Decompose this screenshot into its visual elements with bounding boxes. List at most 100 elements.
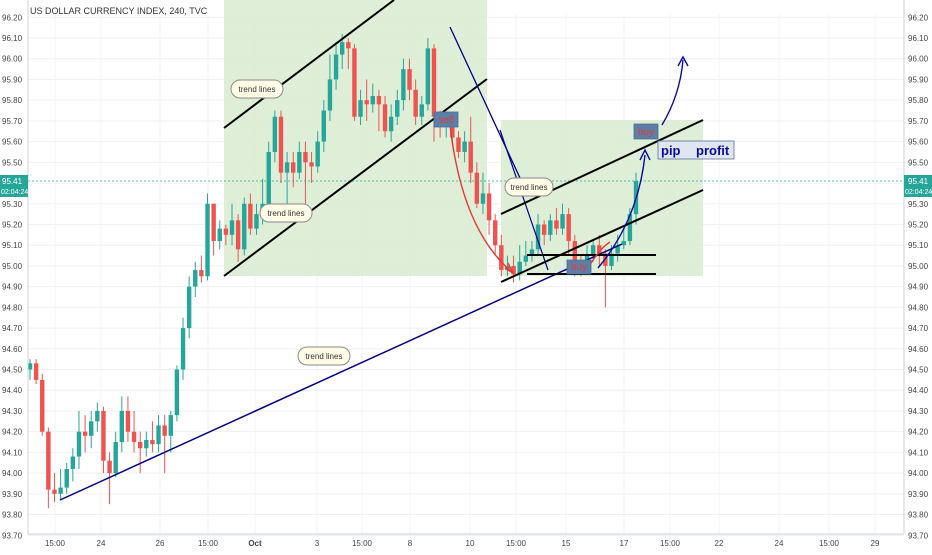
consolidation-upper-line <box>500 119 704 215</box>
candle-body <box>462 141 467 152</box>
y-tick-left: 95.50 <box>2 158 23 167</box>
rising-channel-zone <box>224 0 487 276</box>
y-tick-right: 95.70 <box>908 117 929 126</box>
candle-body <box>321 110 327 142</box>
candle-body <box>174 369 180 416</box>
pip-label: pip <box>661 143 681 158</box>
buy-tag-lower-box <box>566 259 592 275</box>
sell-tag-box <box>433 111 459 128</box>
candle-body <box>456 137 461 152</box>
candle-body <box>358 100 363 117</box>
y-tick-left: 94.80 <box>2 303 23 312</box>
candle-body <box>597 245 602 254</box>
y-tick-left: 94.50 <box>2 366 23 375</box>
trend-lines-2-bubble <box>259 203 313 223</box>
candle-body <box>376 96 382 105</box>
candle-body <box>590 245 596 256</box>
candle-body <box>407 69 412 90</box>
candle-body <box>46 431 51 490</box>
candle-body <box>572 241 577 262</box>
y-tick-right: 93.80 <box>908 511 929 520</box>
candle-body <box>278 116 284 173</box>
trend-lines-4-label: trend lines <box>511 183 548 192</box>
y-tick-right: 94.90 <box>908 283 929 292</box>
candle-body <box>113 442 118 474</box>
x-tick-label: 24 <box>775 539 784 548</box>
candle-body <box>523 255 529 262</box>
y-tick-right: 94.60 <box>908 345 929 354</box>
y-tick-right: 95.80 <box>908 96 929 105</box>
y-tick-left: 96.00 <box>2 55 23 64</box>
y-tick-right: 95.00 <box>908 262 929 271</box>
candle-body <box>40 379 45 432</box>
candle-body <box>425 48 431 105</box>
candle-body <box>254 214 259 229</box>
candle-body <box>107 460 112 474</box>
candle-body <box>193 270 198 287</box>
candle-body <box>52 489 57 494</box>
y-tick-left: 93.70 <box>2 531 23 540</box>
consolidation-lower-line <box>500 189 704 283</box>
x-tick-label: 15:00 <box>819 539 840 548</box>
candle-body <box>217 228 222 242</box>
candle-body <box>144 439 149 449</box>
x-tick-label: 29 <box>871 539 880 548</box>
candle-body <box>248 203 253 229</box>
y-tick-left: 95.10 <box>2 241 23 250</box>
candle-body <box>468 141 473 173</box>
candle-body <box>413 89 418 117</box>
candle-body <box>401 69 406 101</box>
profit-arrow-head <box>677 55 689 67</box>
y-tick-left: 94.10 <box>2 448 23 457</box>
long-term-support-line <box>59 243 623 501</box>
candle-body <box>180 328 186 370</box>
x-tick-label: Oct <box>248 539 262 548</box>
x-tick-label: 17 <box>620 539 629 548</box>
countdown-left: 02:04:24 <box>1 189 28 196</box>
y-tick-right: 93.90 <box>908 490 929 499</box>
candle-body <box>315 141 320 167</box>
candle-body <box>529 249 535 256</box>
candle-body <box>186 286 192 329</box>
y-tick-left: 93.80 <box>2 511 23 520</box>
y-tick-left: 96.10 <box>2 34 23 43</box>
y-tick-right: 94.30 <box>908 407 929 416</box>
candle-body <box>511 265 516 275</box>
candle-body <box>235 220 241 250</box>
candle-body <box>382 104 388 132</box>
candle-body <box>621 241 626 246</box>
trend-lines-1-label: trend lines <box>239 85 276 94</box>
x-tick-label: 15:00 <box>352 539 373 548</box>
profit-label: profit <box>696 143 730 158</box>
buy-tag-upper-box <box>633 123 659 140</box>
y-tick-right: 95.20 <box>908 220 929 229</box>
x-tick-label: 26 <box>156 539 165 548</box>
y-tick-left: 94.60 <box>2 345 23 354</box>
current-price-tag-right <box>904 174 932 197</box>
candle-body <box>480 193 486 204</box>
candle-body <box>33 363 39 380</box>
candle-body <box>101 410 106 461</box>
current-price-right: 95.41 <box>908 177 929 186</box>
y-tick-left: 95.00 <box>2 262 23 271</box>
current-price-tag-left <box>0 174 28 197</box>
candle-body <box>303 151 308 163</box>
candle-body <box>95 410 100 422</box>
candle-body <box>419 104 424 117</box>
buy-tag-upper-label: buy <box>638 127 654 138</box>
candle-body <box>517 261 522 275</box>
y-tick-right: 94.70 <box>908 324 929 333</box>
buy-arrow-head <box>639 148 651 161</box>
y-tick-left: 95.80 <box>2 96 23 105</box>
countdown-right: 02:04:24 <box>905 189 932 196</box>
trend-lines-2-label: trend lines <box>268 209 305 218</box>
y-tick-right: 95.90 <box>908 75 929 84</box>
y-tick-right: 94.40 <box>908 386 929 395</box>
candle-body <box>333 54 339 80</box>
candle-body <box>284 162 290 173</box>
y-tick-left: 95.30 <box>2 200 23 209</box>
buy-tag-lower-label: buy <box>571 262 587 273</box>
candle-body <box>388 116 394 132</box>
